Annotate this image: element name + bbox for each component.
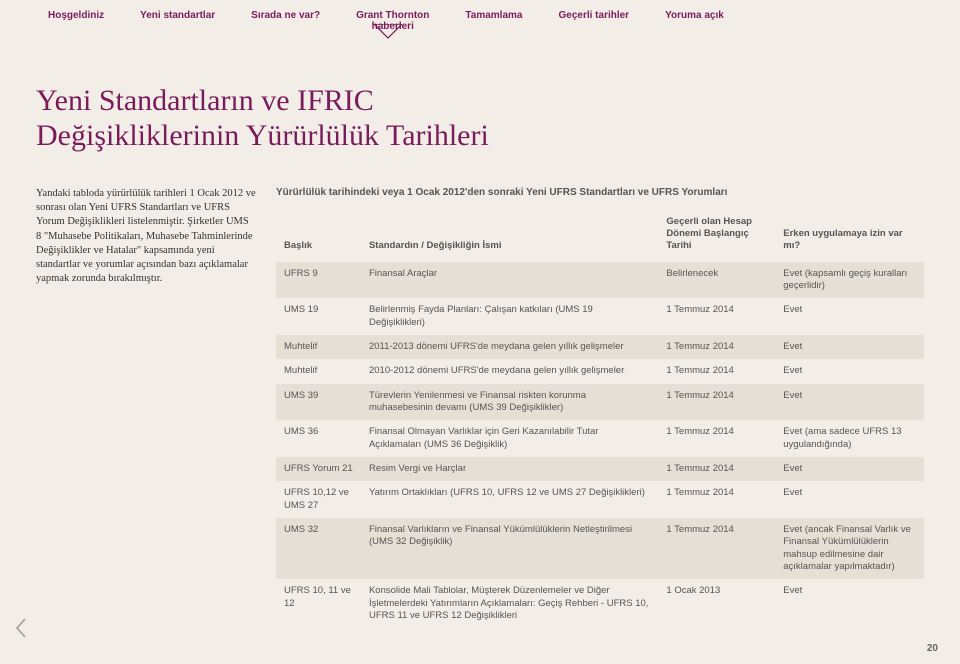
cell-c4: Evet <box>775 481 924 518</box>
nav-whats-next[interactable]: Sırada ne var? <box>233 6 338 25</box>
cell-c4: Evet <box>775 384 924 421</box>
th-title: Başlık <box>276 210 361 262</box>
cell-c4: Evet <box>775 335 924 359</box>
th-name: Standardın / Değişikliğin İsmi <box>361 210 658 262</box>
cell-c3: 1 Temmuz 2014 <box>658 359 775 383</box>
cell-c4: Evet <box>775 359 924 383</box>
cell-c2: Resim Vergi ve Harçlar <box>361 457 658 481</box>
cell-c2: Belirlenmiş Fayda Planları: Çalışan katk… <box>361 298 658 335</box>
cell-c3: Belirlenecek <box>658 262 775 299</box>
cell-c4: Evet (ama sadece UFRS 13 uygulandığında) <box>775 420 924 457</box>
cell-c4: Evet (ancak Finansal Varlık ve Finansal … <box>775 518 924 579</box>
cell-c3: 1 Temmuz 2014 <box>658 420 775 457</box>
table-row: UMS 19Belirlenmiş Fayda Planları: Çalışa… <box>276 298 924 335</box>
title-line2: Değişikliklerinin Yürürlülük Tarihleri <box>36 119 489 152</box>
cell-c3: 1 Ocak 2013 <box>658 579 775 628</box>
cell-c2: Finansal Araçlar <box>361 262 658 299</box>
cell-c1: UFRS 10,12 ve UMS 27 <box>276 481 361 518</box>
cell-c3: 1 Temmuz 2014 <box>658 457 775 481</box>
cell-c1: Muhtelif <box>276 335 361 359</box>
cell-c1: UMS 39 <box>276 384 361 421</box>
standards-table: Başlık Standardın / Değişikliğin İsmi Ge… <box>276 210 924 629</box>
cell-c1: UFRS 9 <box>276 262 361 299</box>
cell-c2: Yatırım Ortaklıkları (UFRS 10, UFRS 12 v… <box>361 481 658 518</box>
cell-c1: Muhtelif <box>276 359 361 383</box>
page-number: 20 <box>927 643 938 654</box>
cell-c3: 1 Temmuz 2014 <box>658 384 775 421</box>
table-title: Yürürlülük tarihindeki veya 1 Ocak 2012'… <box>276 187 924 198</box>
cell-c1: UMS 19 <box>276 298 361 335</box>
cell-c2: 2011-2013 dönemi UFRS'de meydana gelen y… <box>361 335 658 359</box>
cell-c3: 1 Temmuz 2014 <box>658 335 775 359</box>
table-row: UFRS Yorum 21Resim Vergi ve Harçlar1 Tem… <box>276 457 924 481</box>
nav-new-standards[interactable]: Yeni standartlar <box>122 6 233 25</box>
prev-page-icon[interactable] <box>14 617 28 644</box>
table-row: UFRS 10,12 ve UMS 27Yatırım Ortaklıkları… <box>276 481 924 518</box>
cell-c1: UFRS Yorum 21 <box>276 457 361 481</box>
cell-c4: Evet (kapsamlı geçiş kuralları geçerlidi… <box>775 262 924 299</box>
page-title: Yeni Standartların ve IFRIC Değişiklikle… <box>36 84 960 153</box>
cell-c3: 1 Temmuz 2014 <box>658 518 775 579</box>
cell-c2: Türevlerin Yenilenmesi ve Finansal riskt… <box>361 384 658 421</box>
cell-c1: UMS 32 <box>276 518 361 579</box>
cell-c2: Konsolide Mali Tablolar, Müşterek Düzenl… <box>361 579 658 628</box>
title-line1: Yeni Standartların ve IFRIC <box>36 84 374 117</box>
th-date: Geçerli olan Hesap Dönemi Başlangıç Tari… <box>658 210 775 262</box>
cell-c3: 1 Temmuz 2014 <box>658 298 775 335</box>
table-area: Yürürlülük tarihindeki veya 1 Ocak 2012'… <box>276 187 924 629</box>
top-nav: Hoşgeldiniz Yeni standartlar Sırada ne v… <box>0 0 960 36</box>
content-area: Yandaki tabloda yürürlülük tarihleri 1 O… <box>36 187 924 629</box>
cell-c2: Finansal Olmayan Varlıklar için Geri Kaz… <box>361 420 658 457</box>
cell-c2: Finansal Varlıkların ve Finansal Yükümlü… <box>361 518 658 579</box>
table-row: UMS 36Finansal Olmayan Varlıklar için Ge… <box>276 420 924 457</box>
cell-c2: 2010-2012 dönemi UFRS'de meydana gelen y… <box>361 359 658 383</box>
cell-c4: Evet <box>775 579 924 628</box>
table-row: Muhtelif2010-2012 dönemi UFRS'de meydana… <box>276 359 924 383</box>
nav-completion[interactable]: Tamamlama <box>447 6 540 25</box>
nav-open-comment[interactable]: Yoruma açık <box>647 6 742 25</box>
nav-effective-dates[interactable]: Geçerli tarihler <box>540 6 647 25</box>
nav-welcome[interactable]: Hoşgeldiniz <box>30 6 122 25</box>
table-row: UFRS 10, 11 ve 12Konsolide Mali Tablolar… <box>276 579 924 628</box>
cell-c1: UMS 36 <box>276 420 361 457</box>
intro-paragraph: Yandaki tabloda yürürlülük tarihleri 1 O… <box>36 187 256 286</box>
th-early: Erken uygulamaya izin var mı? <box>775 210 924 262</box>
cell-c4: Evet <box>775 298 924 335</box>
table-row: Muhtelif2011-2013 dönemi UFRS'de meydana… <box>276 335 924 359</box>
table-row: UMS 39Türevlerin Yenilenmesi ve Finansal… <box>276 384 924 421</box>
cell-c4: Evet <box>775 457 924 481</box>
table-row: UMS 32Finansal Varlıkların ve Finansal Y… <box>276 518 924 579</box>
table-row: UFRS 9Finansal AraçlarBelirlenecekEvet (… <box>276 262 924 299</box>
cell-c1: UFRS 10, 11 ve 12 <box>276 579 361 628</box>
cell-c3: 1 Temmuz 2014 <box>658 481 775 518</box>
